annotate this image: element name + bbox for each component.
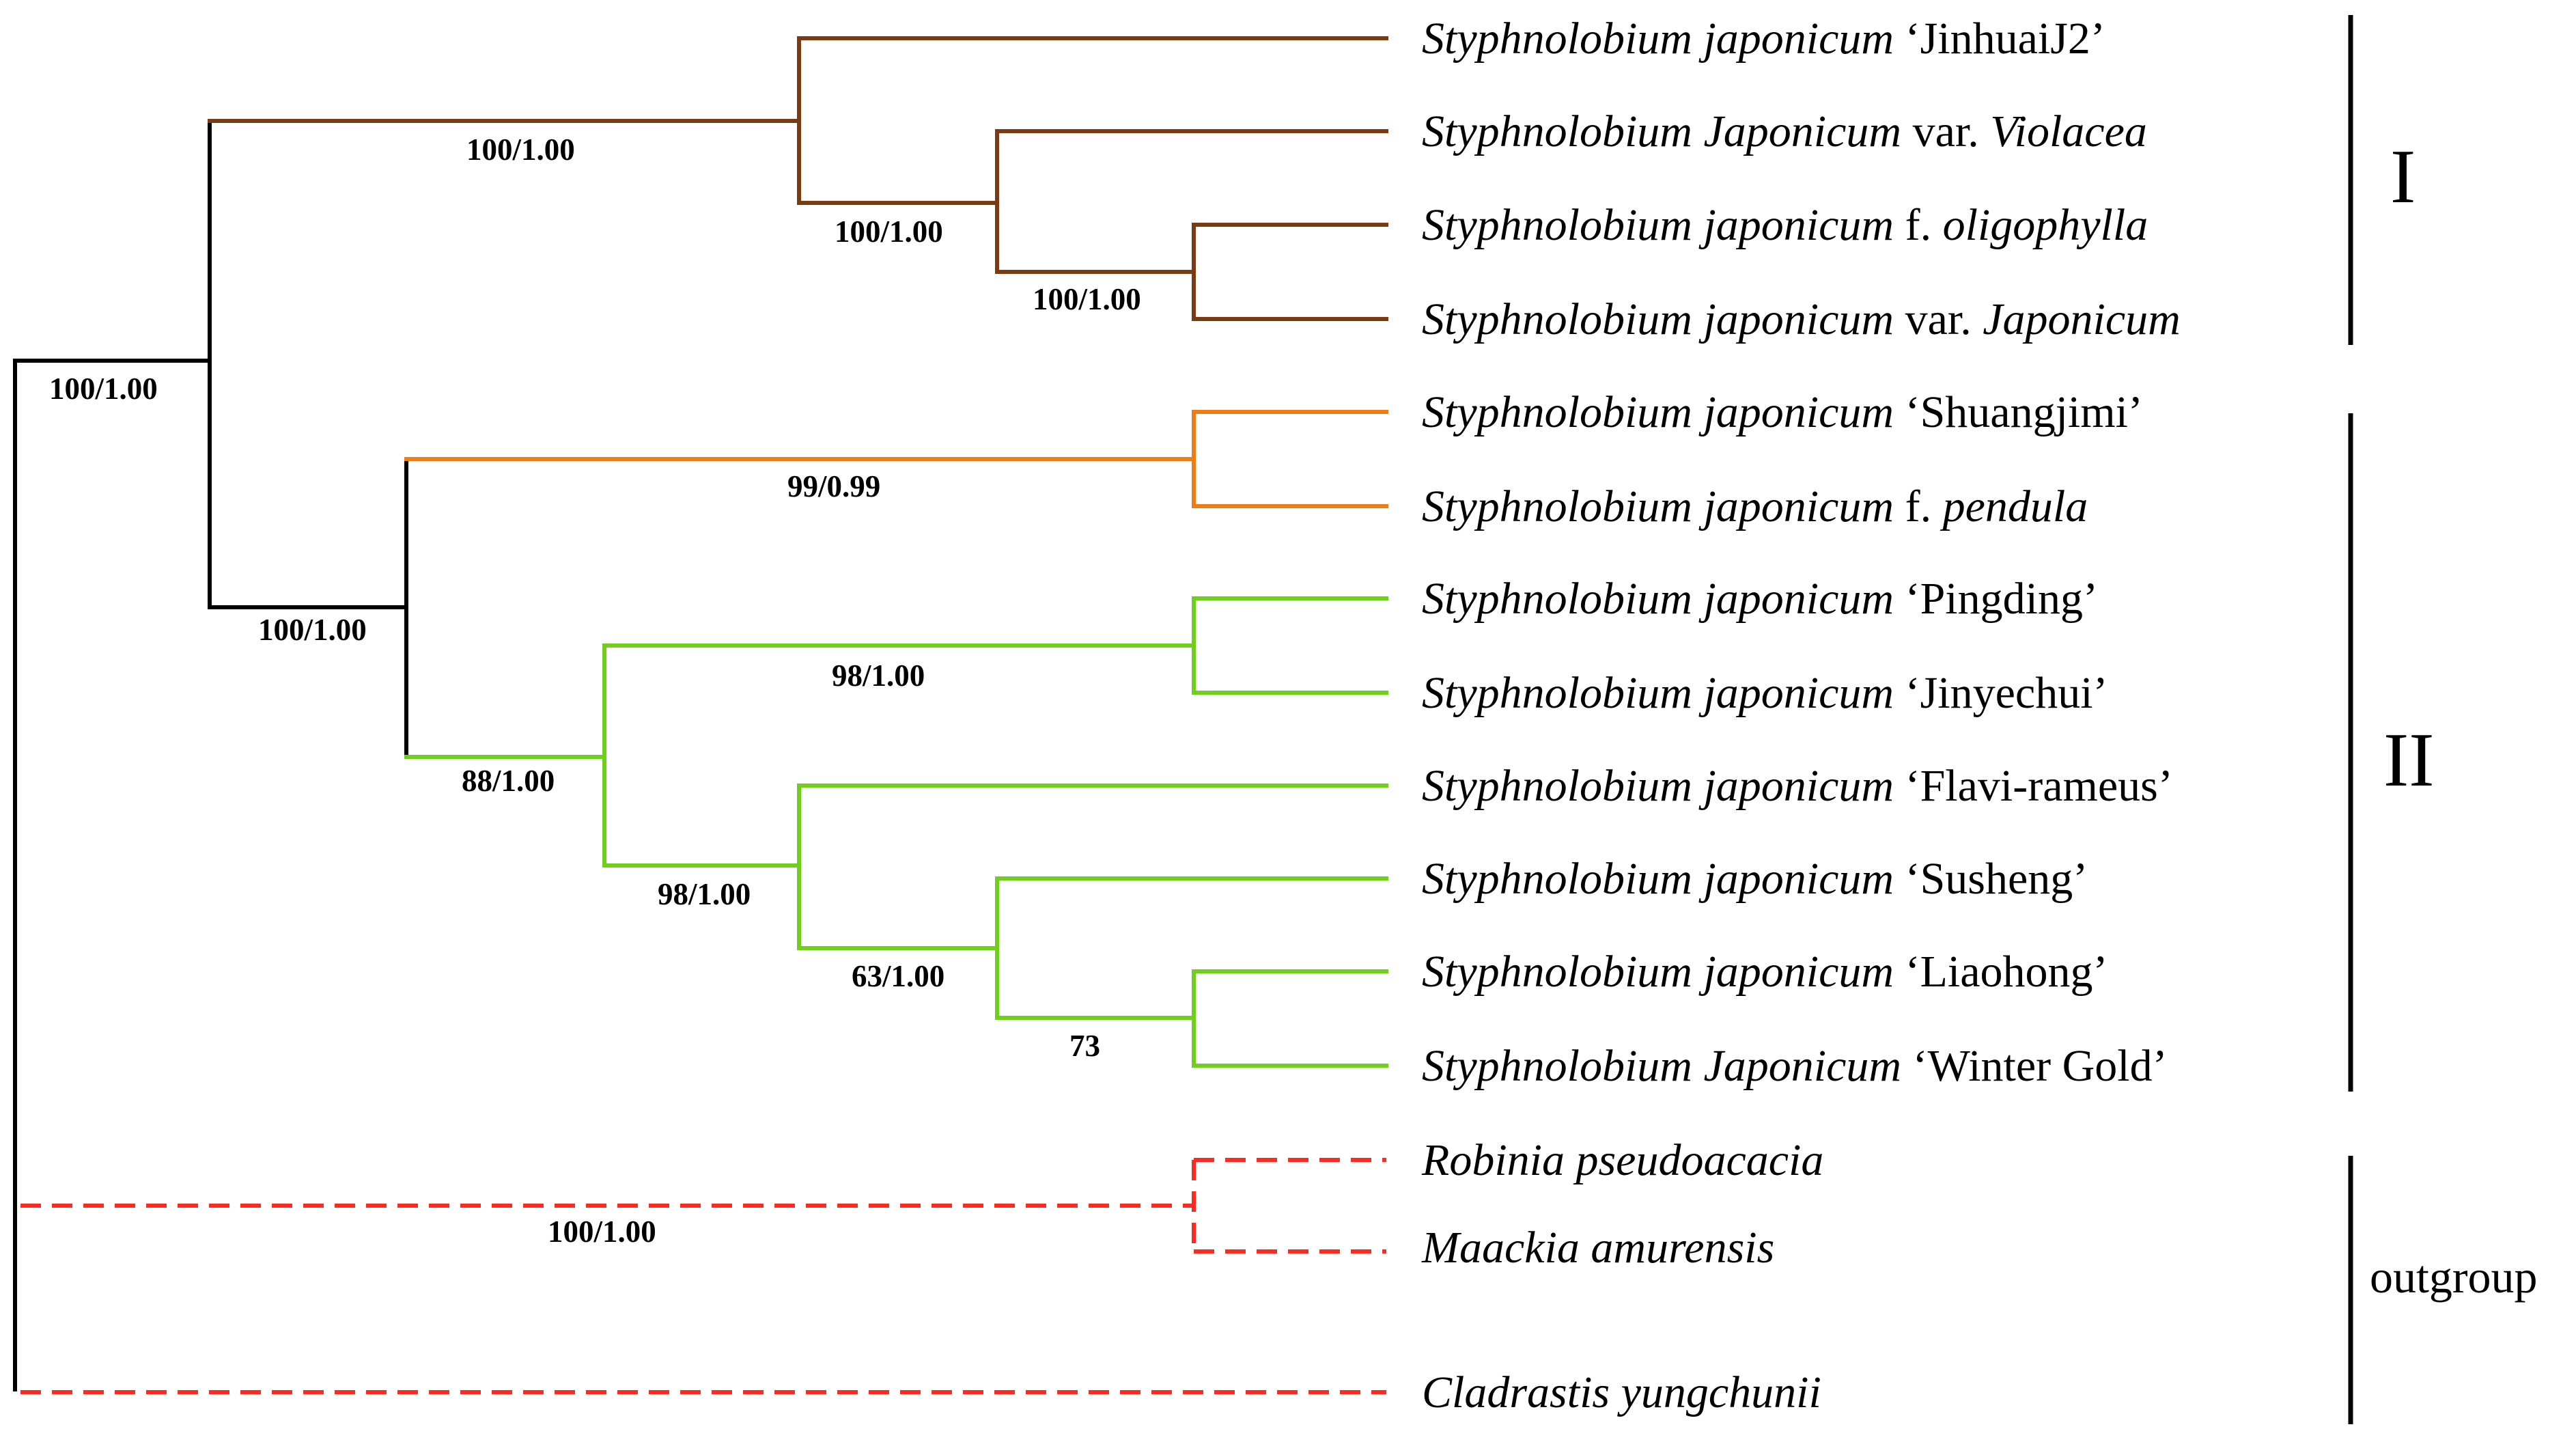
taxon-labels: Styphnolobium japonicum ‘JinhuaiJ2’ Styp… <box>1421 14 2181 1417</box>
support-clade-2b: 88/1.00 <box>462 764 555 798</box>
taxon-epithet: oligophylla <box>1943 200 2148 250</box>
taxon-genus: Robinia pseudoacacia <box>1421 1135 1823 1185</box>
clade-1-label: I <box>2390 135 2416 219</box>
support-clade-1: 100/1.00 <box>466 133 575 167</box>
taxon-label: Styphnolobium japonicum ‘Pingding’ <box>1422 574 2098 624</box>
taxon-genus: Maackia amurensis <box>1421 1223 1774 1273</box>
taxon-genus: Styphnolobium japonicum <box>1422 14 1894 64</box>
taxon-label: Styphnolobium japonicum ‘JinhuaiJ2’ <box>1422 14 2105 64</box>
taxon-genus: Styphnolobium japonicum <box>1422 294 1894 344</box>
taxon-genus: Styphnolobium japonicum <box>1422 387 1894 437</box>
taxon-genus: Styphnolobium japonicum <box>1422 761 1894 811</box>
clade-2-label: II <box>2383 718 2435 803</box>
support-clade-1-inner: 100/1.00 <box>835 214 943 249</box>
taxon-cultivar: ‘Flavi-rameus’ <box>1905 761 2173 811</box>
taxon-label: Styphnolobium Japonicum var. Violacea <box>1422 107 2147 156</box>
taxon-genus: Cladrastis yungchunii <box>1422 1368 1821 1417</box>
support-ingroup: 100/1.00 <box>49 372 158 406</box>
taxon-label: Styphnolobium japonicum var. Japonicum <box>1422 294 2181 344</box>
support-clade-2: 100/1.00 <box>258 613 367 647</box>
taxon-label: Styphnolobium japonicum f. oligophylla <box>1422 200 2148 250</box>
support-susheng-group: 63/1.00 <box>852 959 944 993</box>
support-clade-1-pair: 100/1.00 <box>1033 282 1141 316</box>
taxon-label: Styphnolobium japonicum ‘Liaohong’ <box>1422 947 2108 997</box>
support-liaohong-pair: 73 <box>1069 1029 1100 1063</box>
taxon-label: Styphnolobium japonicum ‘Jinyechui’ <box>1422 668 2108 718</box>
support-outgroup-pair: 100/1.00 <box>548 1215 656 1249</box>
taxon-label: Styphnolobium japonicum ‘Flavi-rameus’ <box>1422 761 2173 811</box>
taxon-genus: Styphnolobium japonicum <box>1422 200 1894 250</box>
taxon-cultivar: ‘JinhuaiJ2’ <box>1905 14 2105 64</box>
taxon-label: Styphnolobium japonicum f. pendula <box>1422 482 2088 531</box>
clade-2b-branches <box>404 596 1388 1068</box>
taxon-epithet: pendula <box>1940 482 2088 531</box>
clade-1-branches <box>208 36 1388 321</box>
taxon-epithet: Violacea <box>1990 107 2147 156</box>
taxon-genus: Styphnolobium Japonicum <box>1422 1041 1901 1091</box>
taxon-rank: f. <box>1905 200 1931 250</box>
taxon-cultivar: ‘Jinyechui’ <box>1905 668 2108 718</box>
taxon-label: Styphnolobium japonicum ‘Shuangjimi’ <box>1422 387 2143 437</box>
taxon-cultivar: ‘Shuangjimi’ <box>1905 387 2143 437</box>
taxon-cultivar: ‘Susheng’ <box>1905 854 2088 904</box>
taxon-label: Robinia pseudoacacia <box>1421 1135 1823 1185</box>
support-clade-2a: 99/0.99 <box>787 469 880 503</box>
taxon-epithet: Japonicum <box>1983 294 2181 344</box>
taxon-genus: Styphnolobium japonicum <box>1422 947 1894 997</box>
taxon-cultivar: ‘Liaohong’ <box>1905 947 2108 997</box>
support-values: 100/1.00 100/1.00 100/1.00 100/1.00 99/0… <box>49 133 1141 1249</box>
clade-brackets: I II outgroup <box>2348 15 2538 1424</box>
taxon-genus: Styphnolobium japonicum <box>1422 668 1894 718</box>
outgroup-branches <box>20 1158 1386 1394</box>
taxon-label: Styphnolobium japonicum ‘Susheng’ <box>1422 854 2088 904</box>
taxon-genus: Styphnolobium japonicum <box>1422 574 1894 624</box>
taxon-genus: Styphnolobium japonicum <box>1422 854 1894 904</box>
taxon-label: Cladrastis yungchunii <box>1422 1368 1821 1417</box>
support-flavi-group: 98/1.00 <box>658 877 751 911</box>
taxon-rank: var. <box>1905 294 1972 344</box>
root-branches <box>13 119 408 1391</box>
taxon-cultivar: ‘Pingding’ <box>1905 574 2098 624</box>
taxon-rank: f. <box>1905 482 1931 531</box>
taxon-cultivar: ‘Winter Gold’ <box>1913 1041 2168 1091</box>
support-pingding-pair: 98/1.00 <box>832 658 925 693</box>
outgroup-label: outgroup <box>2370 1251 2538 1303</box>
taxon-genus: Styphnolobium japonicum <box>1422 482 1894 531</box>
taxon-genus: Styphnolobium Japonicum <box>1422 107 1901 156</box>
taxon-label: Maackia amurensis <box>1421 1223 1774 1273</box>
taxon-rank: var. <box>1913 107 1979 156</box>
taxon-label: Styphnolobium Japonicum ‘Winter Gold’ <box>1422 1041 2168 1091</box>
clade-2a-branches <box>404 410 1388 508</box>
